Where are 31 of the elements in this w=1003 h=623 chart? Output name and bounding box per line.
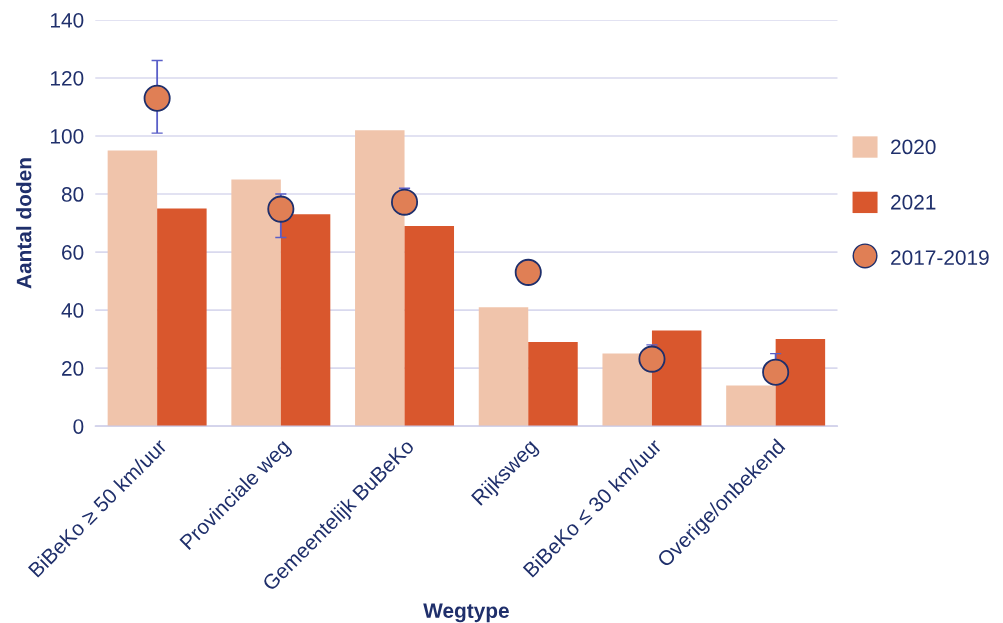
bar <box>404 225 455 427</box>
bar <box>355 130 405 427</box>
y-tick-label: 0 <box>73 419 84 434</box>
point <box>267 195 295 223</box>
y-tick-label: 40 <box>61 303 84 318</box>
legend-label: 2017-2019 <box>891 250 989 265</box>
bar <box>478 307 529 427</box>
point <box>638 345 666 373</box>
bar <box>231 179 281 427</box>
bar <box>107 150 158 427</box>
bar <box>157 208 207 427</box>
point <box>391 188 419 216</box>
y-tick-label: 100 <box>51 128 84 144</box>
bar <box>726 385 776 427</box>
bar <box>602 353 652 427</box>
y-tick-label: 80 <box>61 187 84 202</box>
bar <box>528 341 578 427</box>
y-tick-label: 60 <box>62 245 84 260</box>
point <box>514 258 542 286</box>
y-tick-label: 140 <box>51 12 84 28</box>
y-tick-label: 20 <box>62 361 84 376</box>
legend-label: 2021 <box>891 194 936 210</box>
bar <box>280 214 331 427</box>
y-axis-title: Aantal doden <box>16 158 32 289</box>
point <box>143 84 171 112</box>
legend-label: 2020 <box>891 139 936 155</box>
point <box>762 358 790 386</box>
bar <box>775 339 826 427</box>
y-tick-label: 120 <box>51 70 84 86</box>
x-axis-title: Wegtype <box>423 603 509 623</box>
bar <box>651 330 702 427</box>
